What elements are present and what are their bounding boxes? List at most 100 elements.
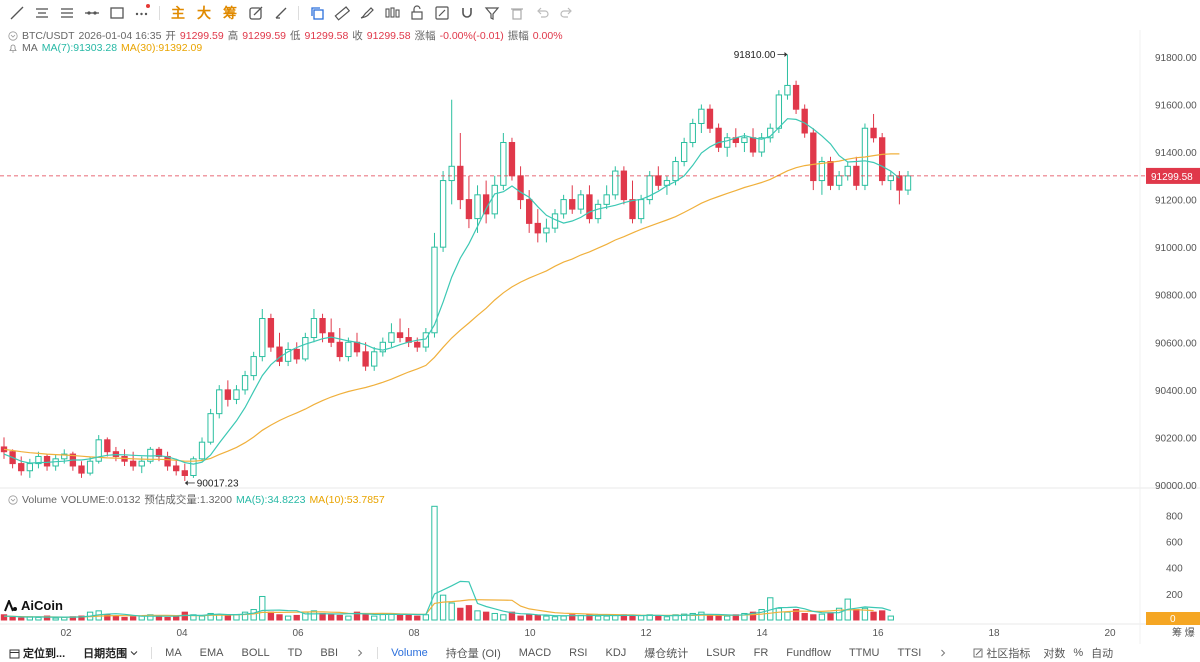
indicator-td[interactable]: TD bbox=[287, 647, 303, 659]
volume-bar bbox=[775, 607, 783, 621]
candle-body bbox=[302, 337, 309, 360]
candles-icon[interactable] bbox=[379, 2, 404, 24]
main-force-button[interactable]: 主 bbox=[171, 5, 185, 21]
auto-scale-toggle[interactable]: 自动 bbox=[1091, 648, 1114, 660]
pen-icon[interactable] bbox=[268, 2, 293, 24]
volume-bar bbox=[276, 614, 283, 621]
candle-body bbox=[724, 137, 731, 148]
candle-body bbox=[457, 165, 464, 201]
big-order-button[interactable]: 大 bbox=[197, 5, 211, 21]
candlestick-chart[interactable]: 91800.00 91600.00 91400.00 91200.00 91000.00… bbox=[0, 0, 1200, 644]
date-range-dropdown[interactable]: 日期范围 bbox=[74, 645, 147, 661]
percent-scale-toggle[interactable]: % bbox=[1073, 647, 1084, 659]
indicator-boll[interactable]: BOLL bbox=[241, 647, 270, 659]
volume-bar bbox=[655, 615, 662, 621]
redo-icon[interactable] bbox=[554, 2, 579, 24]
locate-button[interactable]: 定位到... bbox=[0, 645, 74, 661]
bottom-divider bbox=[151, 647, 153, 659]
time-axis-tick: 06 bbox=[292, 628, 304, 639]
price-axis-tick: 91400.00 bbox=[1155, 148, 1197, 159]
trendline-tool-icon[interactable] bbox=[4, 2, 29, 24]
sub-indicator-ttmu[interactable]: TTMU bbox=[848, 647, 880, 659]
candle-body bbox=[388, 332, 395, 343]
undo-icon[interactable] bbox=[529, 2, 554, 24]
more-tools-icon[interactable] bbox=[129, 2, 154, 24]
collapse-icon[interactable] bbox=[8, 30, 18, 41]
edit-square-icon[interactable] bbox=[243, 2, 268, 24]
volume-bar bbox=[267, 611, 275, 621]
volume-axis-tick: 600 bbox=[1166, 538, 1183, 549]
volume-bar bbox=[371, 615, 378, 621]
sub-indicator-volume[interactable]: Volume bbox=[391, 647, 428, 659]
volume-label[interactable]: Volume bbox=[22, 493, 58, 506]
volume-bar bbox=[35, 616, 42, 621]
low-value: 91299.58 bbox=[304, 29, 349, 42]
edit-note-icon[interactable] bbox=[429, 2, 454, 24]
candle-body bbox=[758, 137, 765, 153]
candle-body bbox=[620, 170, 628, 201]
candle-body bbox=[784, 84, 791, 96]
sub-indicator-liquidation[interactable]: 爆仓统计 bbox=[644, 648, 689, 660]
candle-body bbox=[560, 199, 567, 215]
external-edit-icon bbox=[973, 648, 983, 658]
candle-body bbox=[250, 356, 257, 377]
open-value: 91299.59 bbox=[179, 29, 224, 42]
volume-bar bbox=[784, 611, 791, 621]
sub-indicator-ttsi[interactable]: TTSI bbox=[897, 647, 922, 659]
candle-body bbox=[310, 318, 318, 339]
candle-body bbox=[844, 165, 851, 177]
candle-body bbox=[396, 332, 404, 339]
lock-icon[interactable] bbox=[404, 2, 429, 24]
price-axis-tick: 91600.00 bbox=[1155, 100, 1197, 111]
high-annotation: 91810.00 bbox=[734, 50, 776, 61]
collapse-icon[interactable] bbox=[8, 494, 18, 505]
vol-ma5-value: MA(5):34.8223 bbox=[235, 493, 306, 506]
volume-bar bbox=[353, 611, 361, 621]
sub-indicator-macd[interactable]: MACD bbox=[518, 647, 552, 659]
brush-icon[interactable] bbox=[354, 2, 379, 24]
price-axis-tick: 90600.00 bbox=[1155, 338, 1197, 349]
chips-button[interactable]: 筹 bbox=[223, 5, 237, 21]
chevron-right-icon[interactable] bbox=[347, 649, 373, 657]
sub-indicator-lsur[interactable]: LSUR bbox=[706, 647, 736, 659]
sub-indicator-fr[interactable]: FR bbox=[753, 647, 769, 659]
sub-indicator-fundflow[interactable]: Fundflow bbox=[786, 647, 831, 659]
indicator-ema[interactable]: EMA bbox=[199, 647, 224, 659]
volume-bar bbox=[474, 610, 481, 621]
rectangle-tool-icon[interactable] bbox=[104, 2, 129, 24]
ray-tool-icon[interactable] bbox=[79, 2, 104, 24]
volume-bar bbox=[792, 609, 800, 621]
indicator-ma[interactable]: MA bbox=[165, 647, 182, 659]
time-axis-tick: 08 bbox=[408, 628, 420, 639]
volume-bar bbox=[887, 615, 894, 621]
parallel-lines-tool-icon[interactable] bbox=[54, 2, 79, 24]
candle-body bbox=[207, 413, 214, 443]
close-label: 收 bbox=[352, 30, 363, 42]
candle-body bbox=[129, 460, 137, 467]
ma-label[interactable]: MA bbox=[22, 42, 38, 54]
volume-bar bbox=[104, 614, 111, 621]
candle-body bbox=[698, 108, 705, 124]
community-indicators-button[interactable]: 社区指标 bbox=[964, 645, 1039, 661]
volume-bar bbox=[465, 605, 473, 621]
filter-icon[interactable] bbox=[479, 2, 504, 24]
volume-bar bbox=[293, 614, 300, 621]
chevron-right-icon[interactable] bbox=[930, 649, 956, 657]
volume-bar bbox=[405, 614, 412, 621]
candle-body bbox=[749, 137, 757, 153]
trash-icon[interactable] bbox=[504, 2, 529, 24]
alarm-bell-icon[interactable] bbox=[8, 43, 18, 53]
volume-bar bbox=[164, 616, 171, 621]
sub-indicator-oi[interactable]: 持仓量 (OI) bbox=[445, 648, 501, 660]
copy-icon[interactable] bbox=[304, 2, 329, 24]
ruler-icon[interactable] bbox=[329, 2, 354, 24]
indicator-bbi[interactable]: BBI bbox=[320, 647, 339, 659]
volume-bar bbox=[827, 612, 834, 621]
sub-indicator-rsi[interactable]: RSI bbox=[569, 647, 588, 659]
log-scale-toggle[interactable]: 对数 bbox=[1043, 648, 1066, 660]
candle-body bbox=[190, 458, 197, 476]
volume-bar bbox=[560, 615, 567, 621]
sub-indicator-kdj[interactable]: KDJ bbox=[605, 647, 627, 659]
magnet-icon[interactable] bbox=[454, 2, 479, 24]
horizontal-lines-tool-icon[interactable] bbox=[29, 2, 54, 24]
